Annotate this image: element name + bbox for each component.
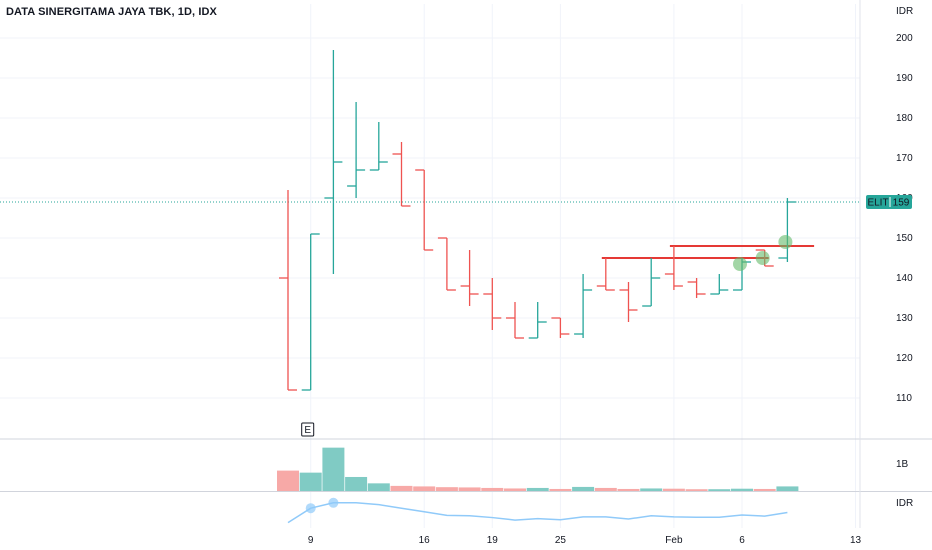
volume-axis-label: 1B [896, 459, 909, 470]
ohlc-bar [506, 302, 524, 339]
x-tick-label: 16 [419, 535, 431, 546]
indicator-pane [287, 497, 788, 524]
earnings-marker-group: E [301, 422, 315, 437]
ohlc-bar [483, 278, 502, 330]
indicator-marker [305, 503, 316, 514]
ohlc-bar [301, 233, 320, 391]
price-tag: ELIT 159 [866, 195, 912, 209]
price-tag-symbol: ELIT [867, 198, 888, 209]
ohlc-bar [551, 317, 570, 338]
ohlc-bar [596, 258, 615, 291]
volume-bar [549, 488, 572, 491]
ohlc-bar [392, 142, 411, 207]
volume-bar [458, 487, 481, 491]
x-tick-label: 13 [850, 535, 862, 546]
volume-bar [367, 483, 390, 491]
earnings-marker-box [301, 422, 315, 437]
volume-bar [526, 487, 549, 491]
y-tick-label: 190 [896, 73, 913, 84]
ohlc-bar [369, 122, 388, 171]
ohlc-bar [528, 302, 547, 339]
volume-bar [322, 447, 345, 491]
signal-markers [733, 235, 793, 271]
ohlc-bar [687, 278, 706, 298]
volume-bar [594, 487, 617, 491]
ohlc-bar [778, 198, 797, 262]
y-tick-label: 140 [896, 273, 913, 284]
volume-bar [504, 488, 526, 491]
ohlc-bar [710, 274, 729, 295]
x-tick-label: 6 [739, 535, 745, 546]
volume-bar [662, 488, 685, 491]
volume-bar [299, 472, 322, 491]
earnings-marker: E [304, 425, 311, 436]
y-tick-label: 200 [896, 33, 913, 44]
volume-bar [753, 488, 776, 491]
ohlc-bar [460, 250, 479, 306]
ohlc-bar [437, 237, 456, 291]
price-axis: IDR1101201301401501601701801902001BIDREL… [866, 6, 913, 509]
volume-bar [640, 488, 663, 491]
indicator-line [287, 502, 788, 524]
y-tick-label: 120 [896, 353, 913, 364]
x-tick-label: 9 [308, 535, 314, 546]
time-axis: 9 16 19 25 Feb 6 13 [308, 535, 862, 546]
volume-bar [390, 485, 413, 491]
ohlc-bar [664, 246, 683, 290]
ohlc-bar [279, 190, 297, 391]
y-tick-label: 180 [896, 113, 913, 124]
y-tick-label: 130 [896, 313, 913, 324]
x-tick-label: Feb [665, 535, 683, 546]
volume-bar [435, 487, 458, 491]
x-tick-label: 25 [555, 535, 567, 546]
volume-bar [776, 486, 799, 491]
ohlc-bar [324, 50, 343, 274]
price-tag-bg [866, 195, 912, 209]
x-tick-label: 19 [487, 535, 499, 546]
ohlc-bar [642, 258, 661, 307]
ohlc-bar [619, 282, 638, 322]
indicator-marker [328, 497, 339, 508]
ohlc-bar [574, 274, 593, 338]
volume-bar [277, 470, 299, 491]
volume-bar [345, 476, 368, 491]
chart-grid [0, 0, 932, 528]
signal-marker [755, 251, 770, 265]
y-tick-label: 170 [896, 153, 913, 164]
volume-bar [481, 487, 504, 491]
volume-bar [413, 486, 436, 491]
price-tag-value: 159 [893, 198, 910, 209]
volume-bar [617, 488, 640, 491]
volume-bar [708, 489, 731, 491]
currency-label: IDR [896, 6, 913, 17]
y-tick-label: 110 [896, 393, 912, 404]
volume-bar [685, 489, 708, 491]
chart-title: DATA SINERGITAMA JAYA TBK, 1D, IDX [6, 6, 217, 18]
signal-marker [778, 235, 793, 249]
volume-bar [731, 488, 753, 491]
ohlc-bars [279, 50, 797, 391]
volume-bar [572, 486, 595, 491]
volume-pane [277, 447, 799, 491]
signal-marker [733, 257, 747, 271]
ohlc-bar [347, 102, 366, 198]
currency-label-bottom: IDR [896, 498, 913, 509]
ohlc-bar [415, 169, 434, 251]
y-tick-label: 150 [896, 233, 913, 244]
